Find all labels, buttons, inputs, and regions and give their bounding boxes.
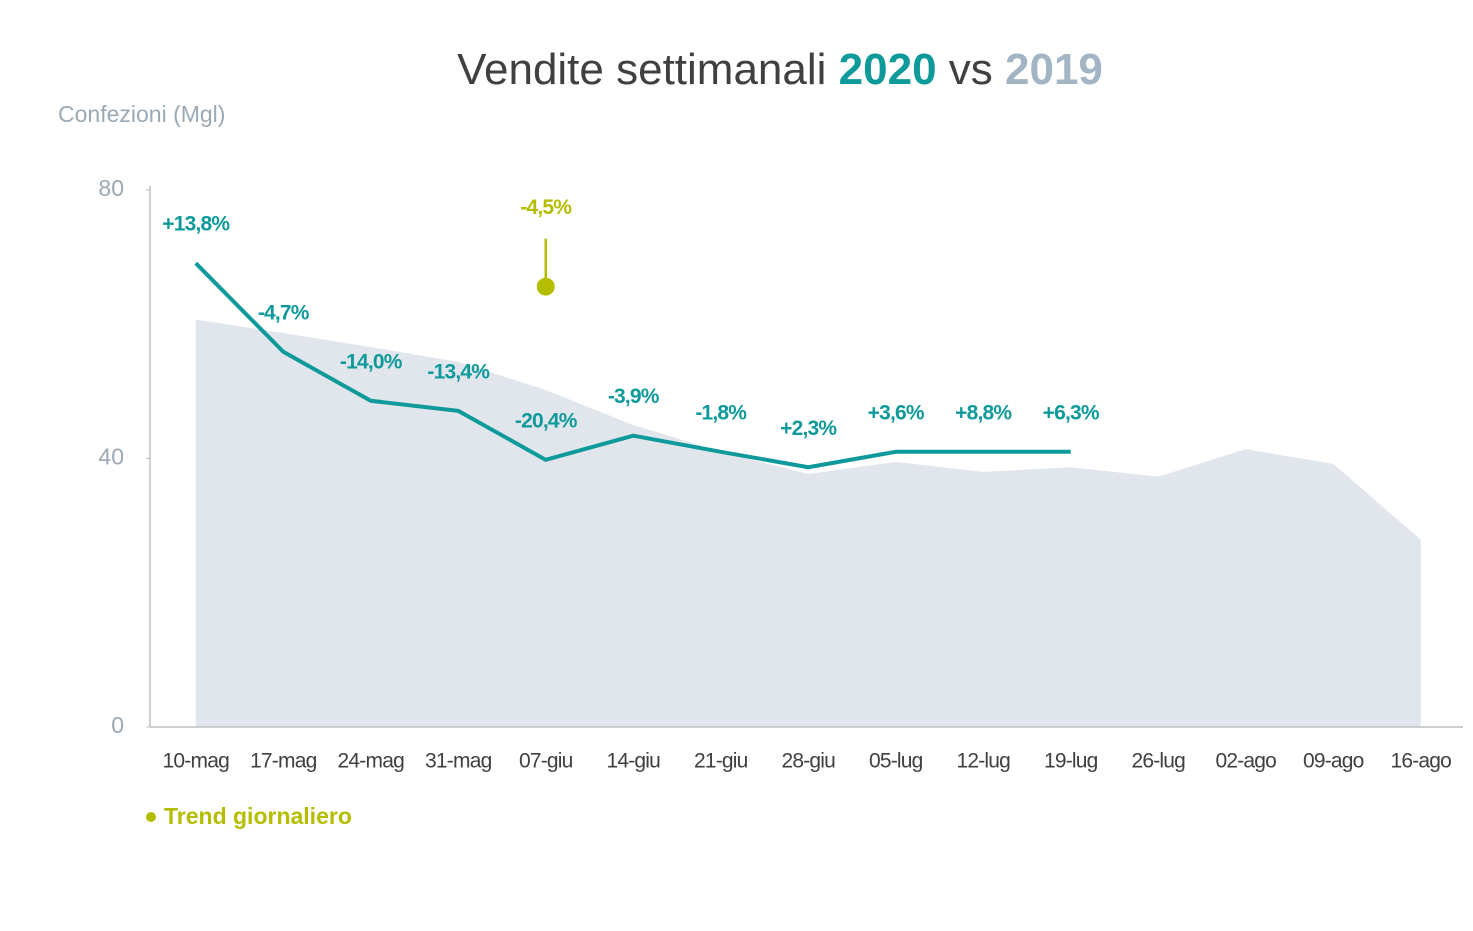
x-tick-label: 12-lug — [956, 750, 1010, 773]
x-tick-label: 14-giu — [606, 750, 660, 773]
chart-title: Vendite settimanali 2020 vs 2019 — [457, 45, 1103, 94]
x-tick-label: 19-lug — [1044, 750, 1098, 773]
change-label: +3,6% — [868, 401, 925, 424]
change-label: -1,8% — [695, 401, 747, 424]
x-tick-label: 21-giu — [694, 750, 748, 773]
title-series-2019: 2019 — [1005, 45, 1103, 94]
title-series-2020: 2020 — [839, 45, 937, 94]
x-tick-label: 02-ago — [1215, 750, 1276, 773]
trend-point — [536, 277, 555, 296]
plot: 0 40 80 10-mag 17-mag 24-mag 31-mag 07-giu 14-gi… — [98, 175, 1463, 829]
y-tick-label: 0 — [111, 712, 124, 738]
change-label: -3,9% — [608, 385, 660, 408]
area-2019 — [195, 319, 1421, 727]
change-label: -4,7% — [258, 301, 310, 324]
x-tick-label: 24-mag — [338, 750, 405, 773]
x-tick-label: 16-ago — [1390, 750, 1451, 773]
change-label: +8,8% — [955, 401, 1012, 424]
y-tick-label: 40 — [98, 444, 124, 470]
x-tick-label: 31-mag — [425, 750, 492, 773]
y-tick-label: 80 — [98, 175, 124, 201]
title-joiner: vs — [949, 45, 993, 94]
x-tick-label: 28-giu — [781, 750, 835, 773]
legend-label: Trend giornaliero — [164, 803, 352, 829]
trend-label: -4,5% — [520, 196, 572, 219]
x-tick-label: 07-giu — [519, 750, 573, 773]
change-label: -14,0% — [340, 350, 403, 373]
change-label: -13,4% — [427, 360, 490, 383]
x-tick-label: 26-lug — [1131, 750, 1185, 773]
change-label: +6,3% — [1043, 401, 1100, 424]
x-tick-label: 10-mag — [163, 750, 230, 773]
y-axis-label: Confezioni (Mgl) — [58, 101, 225, 127]
x-tick-label: 09-ago — [1303, 750, 1364, 773]
change-label: +13,8% — [162, 213, 230, 236]
title-text: Vendite settimanali — [457, 45, 826, 94]
change-label: +2,3% — [780, 417, 837, 440]
x-tick-label: 05-lug — [869, 750, 923, 773]
x-tick-label: 17-mag — [250, 750, 317, 773]
line-2020 — [194, 261, 1071, 470]
legend-dot — [146, 812, 156, 822]
change-label: -20,4% — [515, 409, 578, 432]
